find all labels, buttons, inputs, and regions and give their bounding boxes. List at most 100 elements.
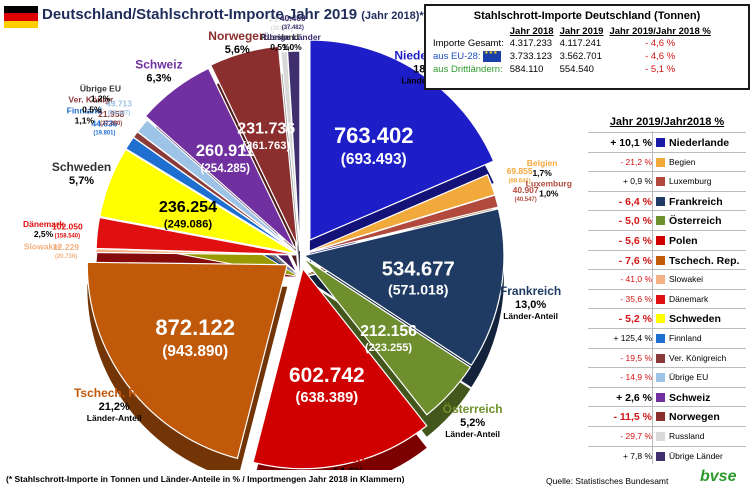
slice-prev-year-label: (40.547) xyxy=(515,197,537,203)
country-name-label: Frankreich xyxy=(500,284,561,298)
legend-swatch xyxy=(656,236,665,245)
legend-swatch xyxy=(656,432,665,441)
source-note: Quelle: Statistisches Bundesamt xyxy=(546,476,669,486)
pie-slice xyxy=(136,119,298,253)
legend-value: - 6,4 % xyxy=(618,195,652,208)
country-share-label: 5,7% xyxy=(69,175,94,187)
slice-value-label: 236.254 xyxy=(159,198,217,216)
stats-row-third: aus Drittländern: 584.110 554.540 - 5,1 … xyxy=(430,63,714,76)
slice-prev-year-label: (19.801) xyxy=(93,131,115,137)
legend-name: Dänemark xyxy=(669,293,709,304)
legend-value: - 7,6 % xyxy=(618,254,652,267)
country-share-label: 21,2% xyxy=(99,401,130,413)
legend-name: Schweden xyxy=(669,313,721,326)
legend-row: - 41,0 % Slowakei xyxy=(588,269,746,290)
slice-prev-year-label: (943.890) xyxy=(162,343,228,360)
country-share-label: 1,7% xyxy=(532,168,552,178)
slice-value-label: 40.907 xyxy=(513,185,539,195)
legend-swatch xyxy=(656,275,665,285)
stats-v2019: 554.540 xyxy=(559,64,594,75)
pie-slice xyxy=(95,216,297,256)
pie-slice xyxy=(86,261,289,460)
country-name-label: Schweden xyxy=(52,160,111,174)
legend-name: Tschech. Rep. xyxy=(669,254,740,267)
legend-swatch xyxy=(656,177,665,187)
pie-slice xyxy=(252,267,428,470)
legend-value: + 2,6 % xyxy=(616,391,652,404)
country-share-label: 13,0% xyxy=(515,299,546,311)
stats-row-total: Importe Gesamt: 4.317.233 4.117.241 - 4,… xyxy=(430,37,714,50)
legend-row: + 2,6 % Schweiz xyxy=(588,386,746,408)
country-name-label: Belgien xyxy=(527,158,558,168)
slice-value-label: 212.156 xyxy=(360,323,417,340)
legend-swatch xyxy=(656,392,665,402)
country-share-label: 1,0% xyxy=(539,189,559,199)
slice-prev-year-label: (58.437) xyxy=(108,111,130,117)
country-name-label: Ver. Königr. xyxy=(68,95,115,105)
country-share-label: 0,5% xyxy=(82,105,102,115)
legend-row: - 5,6 % Polen xyxy=(588,230,746,251)
country-share-label: 1,1% xyxy=(75,115,95,125)
legend-row: - 5,2 % Schweden xyxy=(588,308,746,329)
slice-prev-year-label: (249.086) xyxy=(164,218,212,230)
slice-value-label: 231.736 xyxy=(237,120,295,138)
change-legend: Jahr 2019/Jahr2018 % + 10,1 % Niederlande… xyxy=(588,116,746,464)
legend-name: Frankreich xyxy=(669,195,723,208)
legend-swatch xyxy=(656,216,665,226)
stats-label: Importe Gesamt: xyxy=(433,38,504,49)
stats-header: Jahr 2018 xyxy=(509,26,554,37)
legend-name: Österreich xyxy=(669,215,722,228)
legend-swatch xyxy=(656,255,665,265)
slice-prev-year-label: (158.540) xyxy=(55,234,80,240)
country-name-label: Schweiz xyxy=(135,57,182,71)
legend-row: - 35,6 % Dänemark xyxy=(588,288,746,310)
legend-value: - 21,2 % xyxy=(620,156,652,167)
country-name-label: Übrige EU xyxy=(80,83,121,93)
country-share-caption: Länder-Anteil xyxy=(503,311,558,321)
slice-value-label: 602.742 xyxy=(289,364,365,387)
country-share-label: 1,0% xyxy=(282,42,302,52)
legend-name: Übrige EU xyxy=(669,372,709,383)
legend-value: - 41,0 % xyxy=(620,274,652,285)
slice-value-label: 49.713 xyxy=(106,99,132,109)
legend-name: Norwegen xyxy=(669,411,720,424)
slice-prev-year-label: (571.018) xyxy=(388,282,448,298)
legend-row: - 29,7 % Russland xyxy=(588,426,746,447)
legend-row: - 6,4 % Frankreich xyxy=(588,190,746,212)
slice-value-label: 872.122 xyxy=(155,315,235,340)
pie-slice xyxy=(144,67,296,250)
legend-row: - 11,5 % Norwegen xyxy=(588,406,746,427)
slice-value-label: 21.958 xyxy=(98,109,124,119)
bvse-logo: bvse xyxy=(700,468,737,485)
slice-value-label: 763.402 xyxy=(334,123,414,148)
country-name-label: Luxemburg xyxy=(526,179,572,189)
legend-swatch xyxy=(656,294,665,304)
pie-slice xyxy=(309,39,495,241)
stats-header: Jahr 2019/Jahr 2018 % xyxy=(609,26,711,37)
slice-value-label: 21.493 xyxy=(269,14,295,24)
legend-value: - 29,7 % xyxy=(620,431,652,441)
legend-divider xyxy=(652,131,653,464)
legend-row: - 14,9 % Übrige EU xyxy=(588,367,746,388)
slice-value-label: 44.636 xyxy=(91,119,117,129)
slice-prev-year-label: (223.255) xyxy=(365,342,412,354)
stats-v2018: 3.733.123 xyxy=(509,51,553,62)
legend-name: Niederlande xyxy=(669,137,730,149)
legend-name: Ver. Königreich xyxy=(669,352,727,363)
pie-slice xyxy=(303,194,500,255)
stats-v2018: 584.110 xyxy=(509,64,544,75)
legend-row: + 125,4 % Finnland xyxy=(588,328,746,349)
country-share-label: 0,5% xyxy=(270,42,290,52)
title-main: Deutschland/Stahlschrott-Importe Jahr 20… xyxy=(42,6,358,23)
slice-value-label: 102.050 xyxy=(52,222,83,232)
stats-header: Jahr 2019 xyxy=(559,26,604,37)
country-name-label: Norwegen xyxy=(208,29,266,43)
legend-value: - 35,6 % xyxy=(620,293,652,304)
slice-prev-year-label: (27.290) xyxy=(100,121,122,127)
legend-name: Luxemburg xyxy=(669,176,712,187)
stats-pct: - 4,6 % xyxy=(645,51,676,62)
legend-title: Jahr 2019/Jahr2018 % xyxy=(609,116,725,128)
slice-prev-year-label: (693.493) xyxy=(341,151,407,168)
legend-name: Russland xyxy=(669,431,705,441)
